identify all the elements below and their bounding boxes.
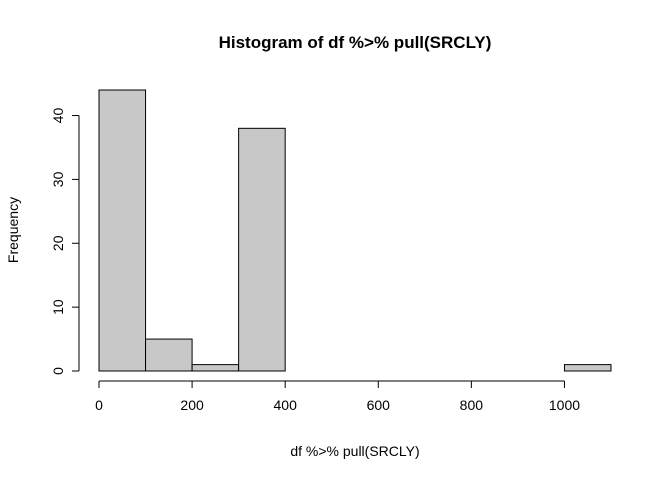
- histogram-bar-10: [563, 364, 612, 372]
- bars-layer: [98, 89, 612, 372]
- x-tick-label: 600: [367, 397, 391, 413]
- y-tick-label: 30: [50, 171, 66, 187]
- x-tick-label: 200: [180, 397, 204, 413]
- histogram-bar-0: [98, 89, 147, 372]
- x-tick-label: 1000: [549, 397, 580, 413]
- y-tick-label: 10: [50, 299, 66, 315]
- y-axis-label: Frequency: [5, 197, 21, 263]
- y-tick-label: 40: [50, 108, 66, 124]
- histogram-bar-1: [145, 338, 193, 372]
- y-axis: 0 10 20 30 40: [50, 108, 80, 375]
- x-tick-label: 0: [95, 397, 103, 413]
- histogram-bar-2: [191, 364, 240, 372]
- x-axis-label: df %>% pull(SRCLY): [290, 443, 419, 459]
- y-tick-label: 0: [50, 367, 66, 375]
- chart-title: Histogram of df %>% pull(SRCLY): [219, 33, 492, 52]
- histogram-bar-3: [238, 127, 286, 372]
- x-tick-label: 400: [274, 397, 298, 413]
- y-tick-label: 20: [50, 235, 66, 251]
- x-axis: 0 200 400 600 800 1000: [95, 380, 580, 413]
- x-tick-label: 800: [460, 397, 484, 413]
